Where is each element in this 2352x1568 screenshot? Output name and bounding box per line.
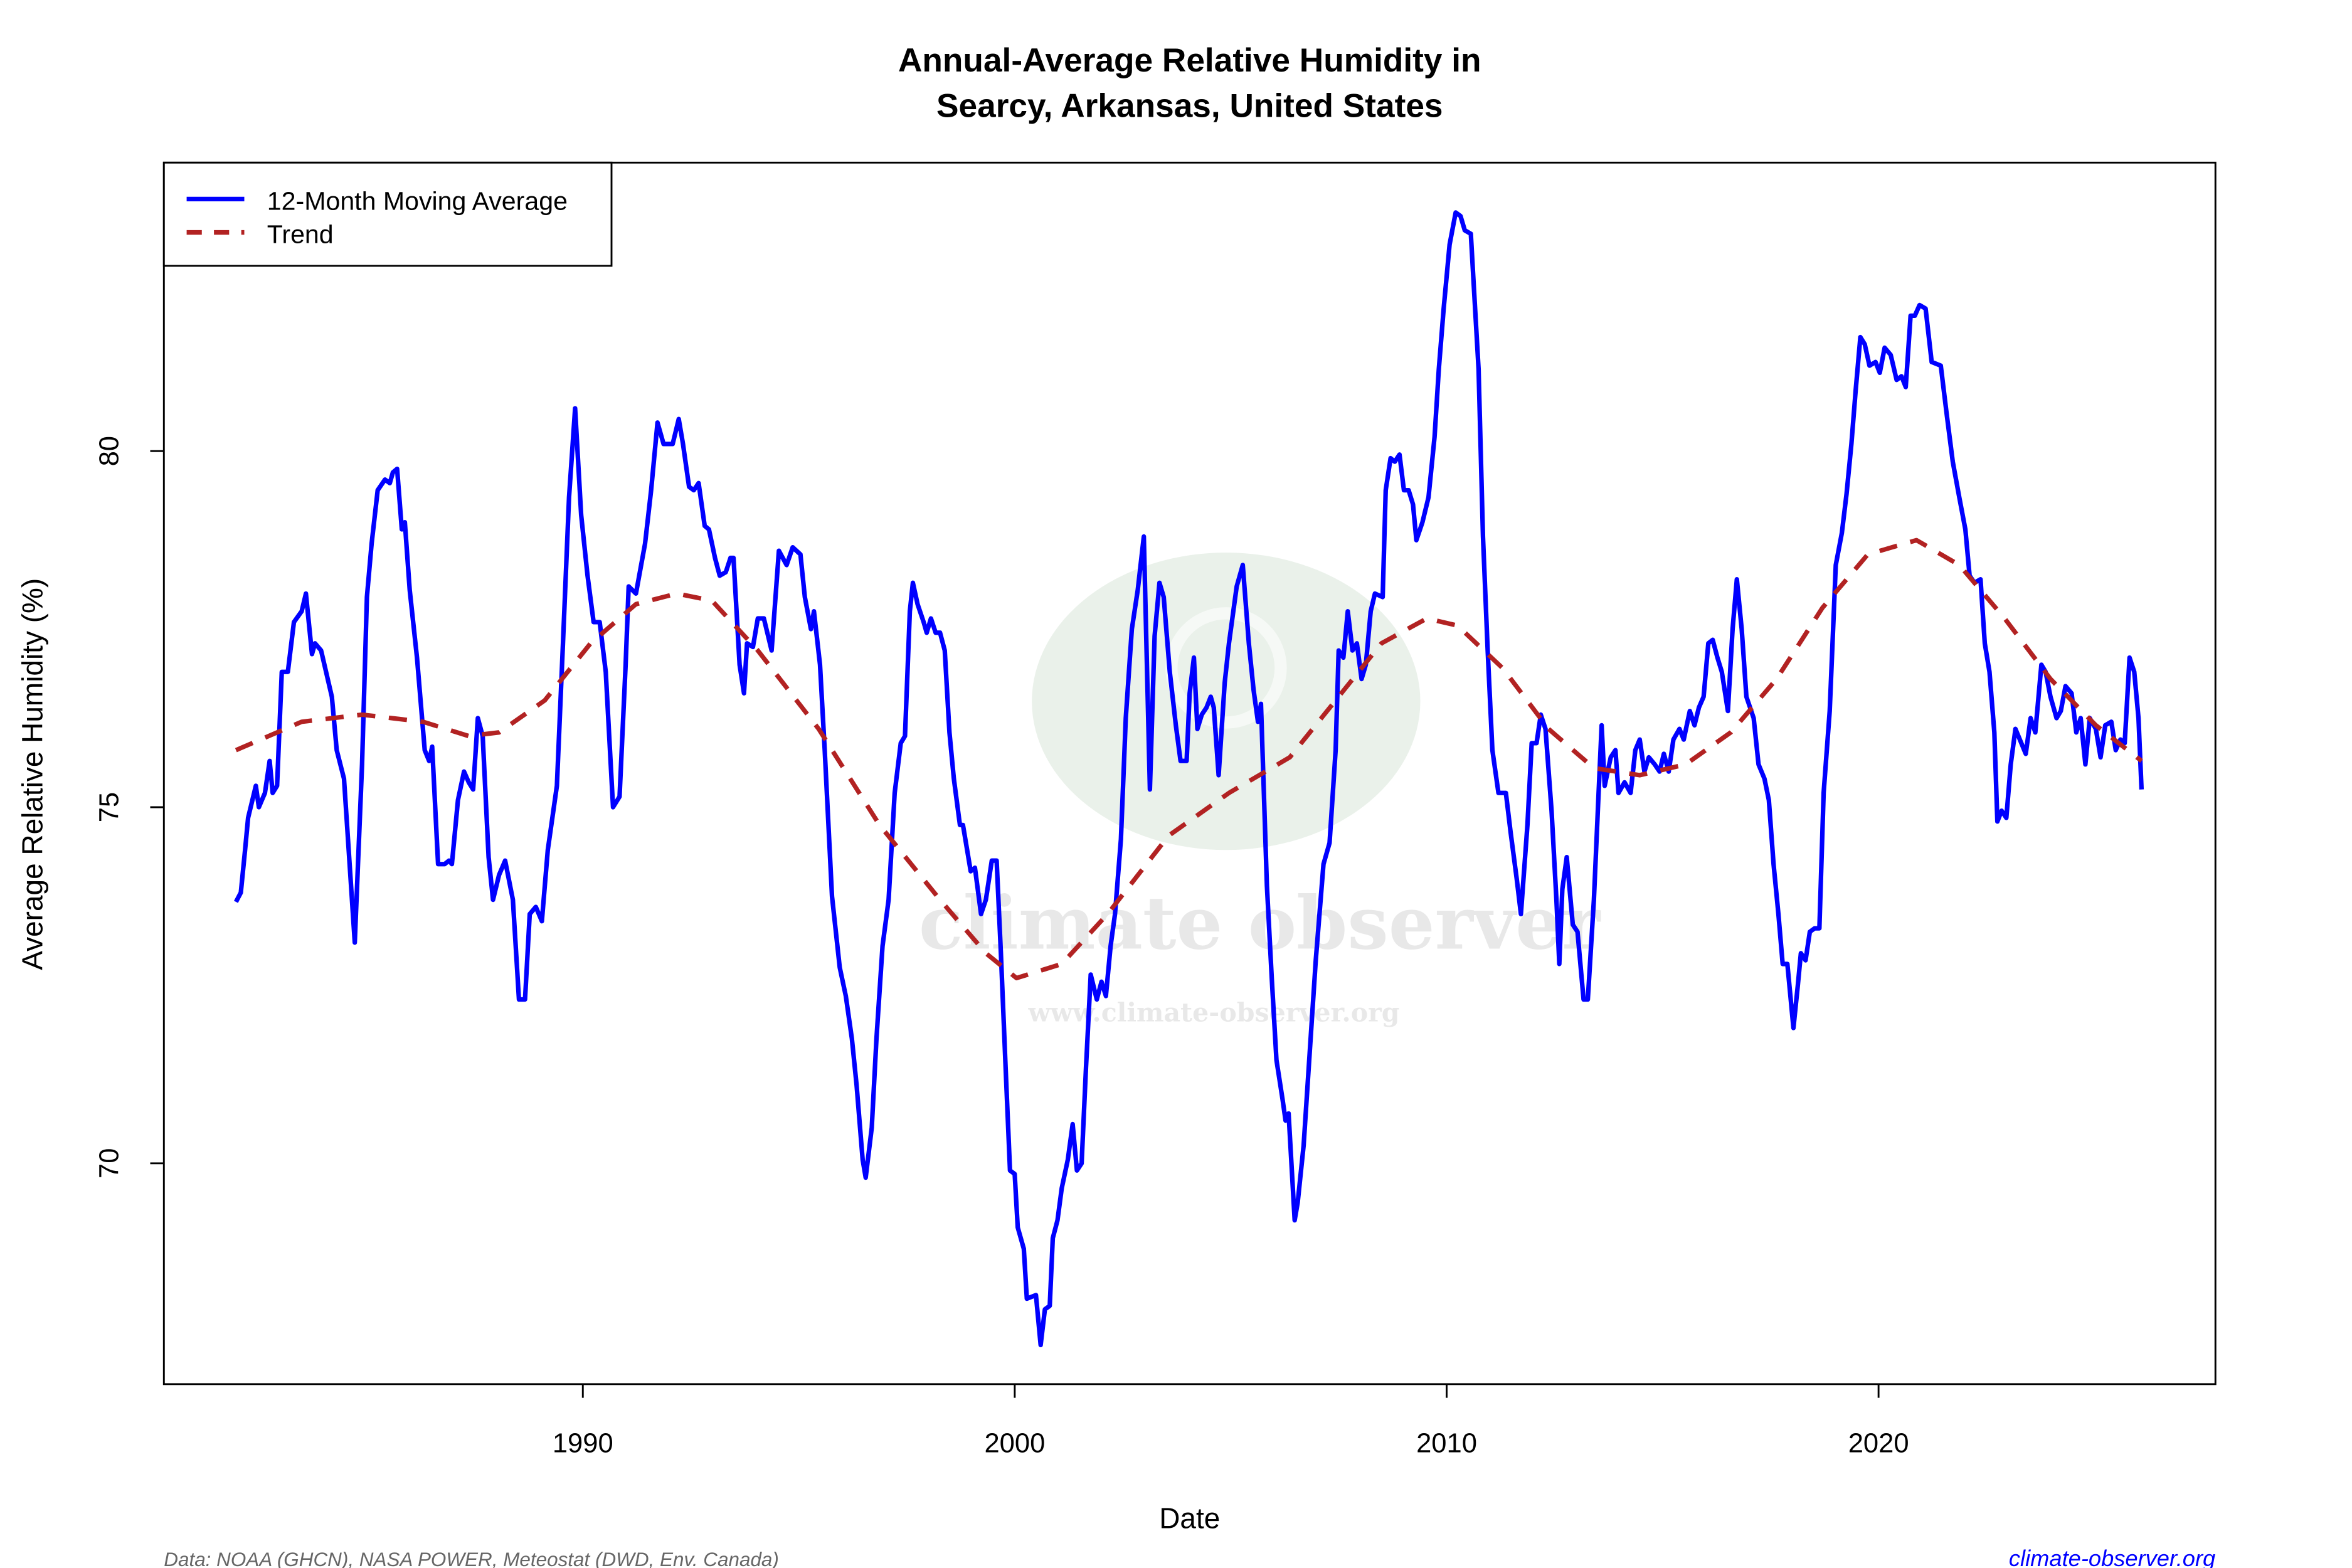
y-tick-label: 75 [95, 792, 125, 822]
watermark-url: www.climate-observer.org [1027, 997, 1399, 1028]
legend: 12-Month Moving Average Trend [162, 161, 613, 267]
x-tick-label: 2010 [1416, 1429, 1477, 1459]
watermark: climate observer www.climate-observer.or… [919, 553, 1601, 1028]
x-tick-label: 1990 [553, 1429, 613, 1459]
series-moving-average-line [233, 210, 2144, 1348]
x-axis-label: Date [1159, 1502, 1220, 1535]
y-tick-label: 80 [95, 436, 125, 466]
data-source-note: Data: NOAA (GHCN), NASA POWER, Meteostat… [164, 1549, 779, 1568]
legend-box [162, 161, 613, 267]
x-tick-label: 2000 [984, 1429, 1045, 1459]
chart-title-line1: Annual-Average Relative Humidity in [898, 42, 1481, 79]
series-trend-line [235, 538, 2143, 981]
plot-frame [162, 161, 2217, 1385]
x-tick-label: 2020 [1848, 1429, 1909, 1459]
chart-title-line2: Searcy, Arkansas, United States [936, 88, 1443, 125]
watermark-logo-icon [1032, 553, 1421, 850]
legend-label-trend: Trend [267, 220, 334, 249]
watermark-text: climate observer [919, 881, 1601, 967]
y-tick-label: 70 [95, 1148, 125, 1179]
y-axis-label: Average Relative Humidity (%) [16, 578, 49, 970]
series-layer [233, 210, 2144, 1348]
legend-label-moving-average: 12-Month Moving Average [267, 186, 568, 215]
x-axis: 1990 2000 2010 2020 [553, 1384, 1909, 1459]
site-link[interactable]: climate-observer.org [2009, 1545, 2215, 1568]
y-axis: 70 75 80 [95, 436, 164, 1179]
